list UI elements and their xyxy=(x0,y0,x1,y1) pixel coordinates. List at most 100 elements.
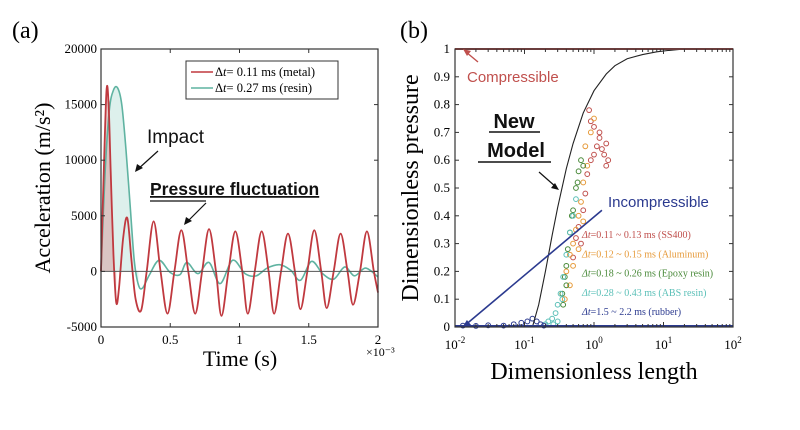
scatter-point xyxy=(573,196,579,203)
scatter-point xyxy=(570,262,576,269)
scatter-point xyxy=(586,107,592,114)
scatter-point xyxy=(524,318,531,325)
scatter-point xyxy=(591,151,597,158)
scatter-point xyxy=(545,318,552,325)
x-tick-label: 2 xyxy=(375,332,382,347)
scatter-point xyxy=(563,251,570,258)
scatter-point xyxy=(578,240,584,247)
legend-entry: Δt=0.28 ~ 0.43 ms (ABS resin) xyxy=(581,288,706,299)
impact-arrow-head xyxy=(135,164,143,172)
y-tick-label: 0.3 xyxy=(434,236,450,251)
scatter-point xyxy=(564,246,571,253)
scatter-point xyxy=(566,282,573,289)
line-new-model xyxy=(531,48,733,328)
scatter-point xyxy=(582,143,589,150)
scatter-point xyxy=(570,254,576,261)
y-tick-label: -5000 xyxy=(67,319,97,334)
scatter-point xyxy=(580,179,587,186)
x-tick-label: 0.5 xyxy=(162,332,178,347)
x-tick-label: 10-1 xyxy=(514,335,535,352)
x-axis-label-b: Dimensionless length xyxy=(490,359,697,385)
annotation-new: New xyxy=(493,111,535,133)
series-line-metal xyxy=(100,84,379,317)
scatter-point xyxy=(563,268,570,275)
scatter-point xyxy=(575,168,582,175)
legend-entry: Δt=0.11 ~ 0.13 ms (SS400) xyxy=(581,230,691,241)
pressure-arrow-head xyxy=(184,217,192,225)
pressure-arrow xyxy=(186,202,207,223)
annotation-incompressible: Incompressible xyxy=(608,194,709,211)
x-tick-label: 101 xyxy=(655,335,673,352)
scatter-point xyxy=(574,179,581,186)
y-tick-label: 5000 xyxy=(71,208,97,223)
y-tick-label: 0.7 xyxy=(434,124,451,139)
legend-entry: Δt=0.18 ~ 0.26 ms (Epoxy resin) xyxy=(581,269,713,280)
scatter-point xyxy=(580,218,587,225)
scatter-point xyxy=(603,140,610,147)
scatter-point xyxy=(605,157,612,164)
scatter-point xyxy=(552,310,559,317)
model-arrow-head xyxy=(551,183,559,190)
y-tick-label: 0.4 xyxy=(434,208,451,223)
panel-b-label: (b) xyxy=(400,18,428,44)
scatter-point xyxy=(563,262,570,269)
scatter-point xyxy=(584,162,591,169)
scatter-point xyxy=(557,290,564,297)
scatter-point xyxy=(570,240,576,247)
scatter-point xyxy=(591,115,597,122)
compressible-arrow-head xyxy=(463,49,471,56)
scatter-point xyxy=(582,190,589,197)
x-multiplier: ×10⁻³ xyxy=(366,345,395,359)
scatter-point xyxy=(570,207,576,214)
scatter-point xyxy=(587,129,594,136)
annotation-impact: Impact xyxy=(147,127,205,148)
legend-entry: Δt=1.5 ~ 2.2 ms (rubber) xyxy=(581,307,681,318)
panel-b: (b) 10-2 10-1 100 101 102 0 0.1 0.2 0.3 0.4 0.5 0.… xyxy=(398,18,742,385)
scatter-point xyxy=(560,274,567,280)
scatter-point xyxy=(561,274,568,280)
legend-label-metal: Δt= 0.11 ms (metal) xyxy=(215,65,315,79)
y-tick-label: 0.9 xyxy=(434,69,450,84)
scatter-point xyxy=(591,123,597,130)
scatter-point xyxy=(559,290,566,297)
x-tick-label: 102 xyxy=(724,335,742,352)
scatter-point xyxy=(561,296,568,303)
x-tick-label: 1 xyxy=(236,332,243,347)
x-tick-label: 100 xyxy=(585,335,603,352)
series-line-resin xyxy=(100,85,379,290)
scatter-point xyxy=(596,129,603,136)
y-tick-label: 0 xyxy=(444,319,451,334)
x-axis-label-a: Time (s) xyxy=(203,346,277,371)
y-tick-label: 0.1 xyxy=(434,291,450,306)
y-tick-label: 0.5 xyxy=(434,180,450,195)
legend-entry: Δt=0.12 ~ 0.15 ms (Aluminum) xyxy=(581,249,708,260)
line-incompressible xyxy=(462,209,603,328)
scatter-point xyxy=(599,146,605,152)
y-tick-label: 0.6 xyxy=(434,152,451,167)
scatter-point xyxy=(575,246,582,253)
x-tick-label: 0 xyxy=(98,332,105,347)
scatter-point xyxy=(554,318,561,325)
annotation-pressure-fluctuation: Pressure fluctuation xyxy=(150,179,319,199)
scatter-point xyxy=(580,162,587,169)
scatter-point xyxy=(570,212,576,219)
legend-label-resin: Δt= 0.27 ms (resin) xyxy=(215,81,312,95)
panel-a: (a) 0 0.5 1 1.5 2 -500005000100001500020000 … xyxy=(12,18,395,371)
scatter-point xyxy=(563,282,570,289)
scatter-point xyxy=(580,207,587,214)
y-tick-label: 0 xyxy=(91,263,98,278)
y-tick-label: 15000 xyxy=(65,97,98,112)
scatter-point xyxy=(560,301,567,308)
y-tick-label: 1 xyxy=(444,41,451,56)
scatter-point xyxy=(584,171,591,178)
y-axis-label-b: Dimensionless pressure xyxy=(398,74,424,301)
scatter-point xyxy=(559,296,566,303)
legend-a: Δt= 0.11 ms (metal) Δt= 0.27 ms (resin) xyxy=(185,60,339,100)
panel-a-label: (a) xyxy=(12,18,39,44)
scatter-point xyxy=(573,185,579,191)
scatter-point xyxy=(587,157,594,164)
y-tick-label: 0.8 xyxy=(434,97,450,112)
y-tick-label: 10000 xyxy=(65,152,98,167)
legend-b: Δt=0.11 ~ 0.13 ms (SS400) Δt=0.12 ~ 0.15 … xyxy=(581,230,713,318)
